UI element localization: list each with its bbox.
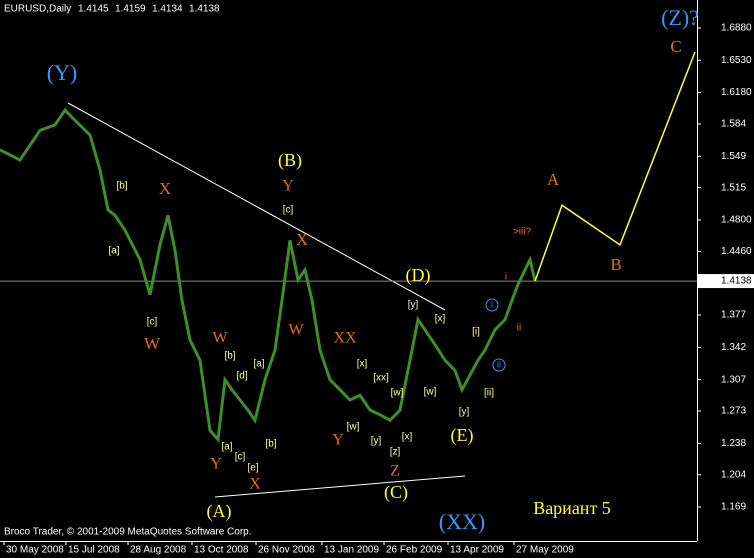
annotation: >iii?	[513, 227, 532, 238]
y-tick-label: 1.204	[721, 469, 746, 480]
annotation: [c]	[235, 452, 246, 463]
annotation: B	[610, 255, 621, 274]
x-tick-label: 13 Apr 2009	[450, 545, 504, 556]
y-tick-label: 1.6530	[721, 55, 752, 66]
annotation: (XX)	[439, 509, 485, 534]
y-tick-label: 1.342	[721, 342, 746, 353]
annotation: [y]	[371, 436, 382, 447]
trend-line	[67, 102, 446, 311]
annotation: [e]	[247, 463, 258, 474]
annotation: X	[249, 476, 261, 493]
annotation: i	[505, 272, 507, 283]
y-tick-label: 1.307	[721, 374, 746, 385]
annotation: [a]	[108, 246, 119, 257]
annotation: (B)	[278, 150, 302, 171]
last-price-label: 1.4138	[721, 276, 752, 287]
annotation: [a]	[221, 442, 232, 453]
annotation: (E)	[451, 425, 474, 446]
annotation: Y	[282, 178, 294, 195]
annotation: [c]	[147, 317, 158, 328]
annotation: Y	[332, 432, 344, 449]
y-tick-label: 1.4460	[721, 246, 752, 257]
annotation: [z]	[390, 447, 401, 458]
y-tick-label: 1.515	[721, 182, 746, 193]
annotation: W	[212, 330, 228, 347]
annotation: [b]	[224, 351, 235, 362]
x-tick-label: 13 Jan 2009	[324, 545, 379, 556]
annotation: W	[144, 334, 161, 353]
annotation: (C)	[384, 482, 408, 503]
annotation: i	[491, 299, 493, 309]
annotation: [y]	[459, 407, 470, 418]
annotation: XX	[333, 330, 357, 347]
annotation-circle	[492, 358, 506, 372]
annotation: [w]	[424, 387, 437, 398]
annotation: [c]	[283, 205, 294, 216]
y-tick-label: 1.549	[721, 151, 746, 162]
ohlc-value: 1.4134	[152, 4, 183, 15]
annotation: [w]	[391, 388, 404, 399]
x-tick-label: 15 Jul 2008	[68, 545, 120, 556]
annotation: [a]	[253, 359, 264, 370]
x-tick-label: 30 May 2008	[6, 545, 64, 556]
annotation: [w]	[347, 422, 360, 433]
annotation: X	[296, 230, 308, 249]
annotation: ii	[517, 323, 521, 334]
y-tick-label: 1.584	[721, 119, 746, 130]
y-tick-label: 1.169	[721, 502, 746, 513]
x-tick-label: 28 Aug 2008	[130, 545, 187, 556]
footer: Broco Trader, © 2001-2009 MetaQuotes Sof…	[4, 527, 252, 538]
annotation: [y]	[408, 300, 419, 311]
y-tick-label: 1.273	[721, 406, 746, 417]
annotation: (Z)?	[661, 5, 699, 30]
ohlc-value: 1.4138	[189, 4, 220, 15]
annotation: X	[159, 179, 171, 198]
price-line	[0, 107, 537, 444]
annotation: [d]	[236, 371, 247, 382]
annotation-circle	[485, 298, 499, 312]
annotation: W	[288, 322, 304, 339]
x-tick-label: 26 Feb 2009	[386, 545, 443, 556]
annotation: (Y)	[47, 60, 78, 85]
y-tick-label: 1.377	[721, 310, 746, 321]
projection-line	[534, 51, 696, 282]
annotation: (A)	[207, 501, 232, 522]
x-tick-label: 13 Oct 2008	[194, 545, 249, 556]
annotation: Вариант 5	[533, 498, 611, 518]
y-tick-label: 1.238	[721, 438, 746, 449]
symbol: EURUSD,Daily	[4, 4, 71, 15]
annotation: A	[547, 170, 560, 189]
last-price-box	[698, 274, 754, 289]
annotation: [b]	[265, 439, 276, 450]
annotation: [x]	[402, 432, 413, 443]
y-tick-label: 1.6180	[721, 87, 752, 98]
annotation: ii	[497, 359, 501, 369]
annotation: [ii]	[484, 388, 494, 399]
ohlc-value: 1.4145	[78, 4, 109, 15]
y-tick-label: 1.6880	[721, 23, 752, 34]
annotation: C	[670, 37, 681, 56]
annotation: [x]	[435, 314, 446, 325]
x-tick-label: 26 Nov 2008	[258, 545, 315, 556]
ohlc-value: 1.4159	[115, 4, 146, 15]
annotation: Y	[210, 456, 222, 473]
annotation: [xx]	[373, 373, 389, 384]
annotation: [b]	[116, 181, 127, 192]
annotation: [x]	[357, 359, 368, 370]
trend-line	[214, 475, 466, 498]
annotation: [i]	[472, 327, 480, 338]
x-tick-label: 27 May 2009	[516, 545, 574, 556]
annotation: (D)	[406, 265, 431, 286]
annotation: Z	[390, 463, 400, 480]
y-tick-label: 1.4800	[721, 215, 752, 226]
